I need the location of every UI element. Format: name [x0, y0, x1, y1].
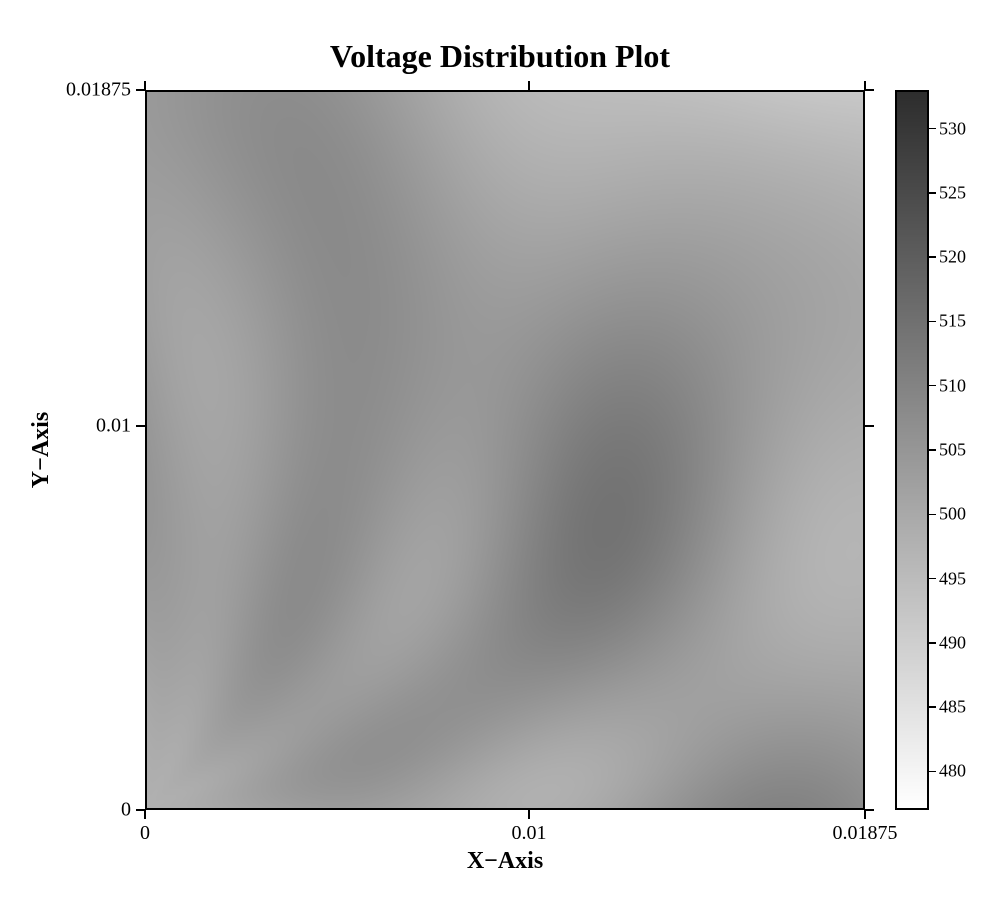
colorbar-tick-mark: [929, 578, 936, 580]
x-tick-mark: [528, 810, 530, 819]
x-axis-label: X−Axis: [145, 848, 865, 875]
colorbar-tick-label: 520: [939, 247, 966, 268]
x-tick-label: 0.01: [512, 822, 547, 845]
colorbar-tick-label: 495: [939, 568, 966, 589]
y-tick-mark: [136, 89, 145, 91]
colorbar-tick-mark: [929, 385, 936, 387]
colorbar-tick-label: 525: [939, 182, 966, 203]
colorbar-tick-label: 530: [939, 118, 966, 139]
colorbar-tick-mark: [929, 514, 936, 516]
chart-container: Voltage Distribution Plot X−Axis Y−Axis …: [0, 0, 1000, 900]
x-tick-mark: [528, 81, 530, 90]
colorbar-tick-mark: [929, 642, 936, 644]
colorbar-tick-mark: [929, 706, 936, 708]
y-tick-label: 0.01875: [66, 79, 131, 102]
colorbar-tick-label: 510: [939, 375, 966, 396]
colorbar-tick-label: 490: [939, 632, 966, 653]
y-tick-mark: [865, 809, 874, 811]
colorbar-tick-label: 480: [939, 761, 966, 782]
x-tick-mark: [864, 810, 866, 819]
x-tick-label: 0.01875: [833, 822, 898, 845]
colorbar-tick-label: 505: [939, 440, 966, 461]
y-tick-mark: [136, 809, 145, 811]
y-axis-label: Y−Axis: [28, 90, 52, 810]
y-tick-mark: [136, 425, 145, 427]
x-tick-mark: [144, 810, 146, 819]
y-tick-label: 0: [121, 799, 131, 822]
colorbar: [895, 90, 929, 810]
chart-title: Voltage Distribution Plot: [0, 38, 1000, 75]
heatmap-canvas: [147, 92, 863, 808]
y-tick-mark: [865, 89, 874, 91]
y-tick-label: 0.01: [96, 415, 131, 438]
y-tick-mark: [865, 425, 874, 427]
colorbar-tick-mark: [929, 771, 936, 773]
colorbar-tick-mark: [929, 321, 936, 323]
colorbar-tick-mark: [929, 128, 936, 130]
heatmap-plot-area: [145, 90, 865, 810]
colorbar-tick-mark: [929, 256, 936, 258]
colorbar-tick-mark: [929, 449, 936, 451]
colorbar-tick-label: 515: [939, 311, 966, 332]
colorbar-tick-label: 485: [939, 697, 966, 718]
colorbar-canvas: [897, 92, 927, 808]
colorbar-tick-label: 500: [939, 504, 966, 525]
x-tick-label: 0: [140, 822, 150, 845]
colorbar-tick-mark: [929, 192, 936, 194]
